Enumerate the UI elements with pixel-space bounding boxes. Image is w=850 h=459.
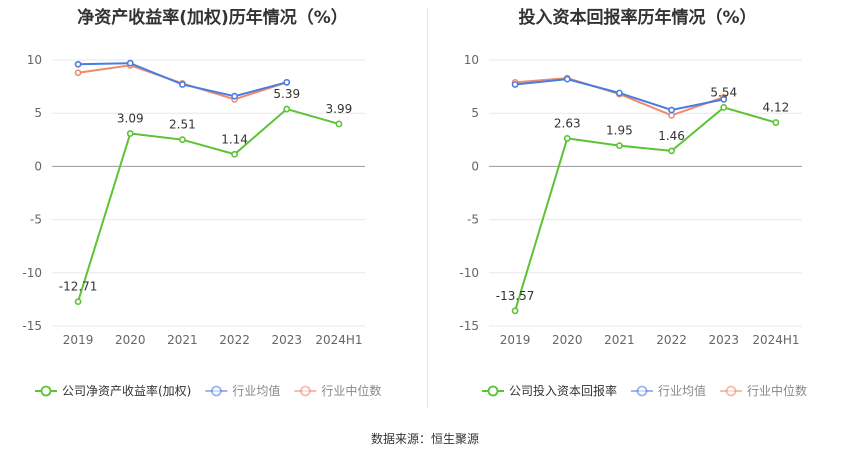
- data-point: [74, 60, 82, 68]
- data-label: 5.39: [273, 87, 300, 101]
- data-label: 1.46: [658, 129, 685, 143]
- roic-chart-panel: 投入资本回报率历年情况（%） 10 5 0 -5 -10 -15 2019 2020 2021 2…: [425, 0, 850, 410]
- x-tick-label: 2022: [656, 333, 687, 347]
- data-point: [511, 307, 519, 315]
- data-point: [563, 135, 571, 142]
- legend-label: 公司净资产收益率(加权): [62, 383, 191, 398]
- data-point: [616, 142, 623, 150]
- data-point: [563, 75, 571, 83]
- legend-item: 行业均值: [205, 383, 280, 398]
- data-point: [283, 78, 291, 86]
- legend-item: 公司净资产收益率(加权): [35, 383, 191, 398]
- data-point: [74, 298, 82, 306]
- data-point: [74, 69, 82, 77]
- x-tick-label: 2024H1: [752, 333, 799, 347]
- legend-item: 公司投入资本回报率: [482, 383, 617, 398]
- data-point: [668, 106, 675, 114]
- data-label: 2.51: [169, 118, 196, 132]
- data-label: -13.57: [496, 289, 535, 303]
- y-tick-label: -5: [467, 213, 479, 227]
- x-tick-label: 2020: [552, 333, 583, 347]
- legend-marker: [40, 385, 52, 397]
- series-line: [514, 106, 777, 312]
- data-point: [231, 92, 238, 100]
- data-point: [720, 95, 728, 103]
- y-tick-label: 10: [27, 53, 42, 67]
- data-source-note: 数据来源：恒生聚源: [370, 432, 479, 446]
- y-tick-label: 0: [471, 159, 479, 173]
- data-label: 3.99: [326, 102, 353, 116]
- x-tick-label: 2021: [167, 333, 198, 347]
- legend-label: 公司投入资本回报率: [509, 383, 617, 398]
- data-point: [231, 150, 238, 158]
- legend-marker: [636, 385, 648, 397]
- roe-chart: 10 5 0 -5 -10 -15 2019 2020 2021 2022 2023 2024H1 -1…: [22, 53, 381, 398]
- x-tick-label: 2022: [219, 333, 250, 347]
- y-tick-label: -5: [30, 213, 42, 227]
- y-tick-label: -15: [459, 319, 479, 333]
- data-point: [126, 59, 134, 67]
- data-point: [668, 147, 675, 155]
- y-tick-label: 0: [34, 159, 42, 173]
- data-point: [772, 119, 780, 126]
- x-tick-label: 2024H1: [315, 333, 362, 347]
- data-point: [720, 104, 728, 111]
- data-point: [283, 105, 291, 113]
- legend-label: 行业中位数: [747, 383, 807, 398]
- panel-divider: [427, 8, 428, 408]
- x-tick-label: 2023: [271, 333, 302, 347]
- legend-item: 行业均值: [631, 383, 706, 398]
- y-tick-label: -10: [22, 266, 42, 280]
- data-label: -12.71: [59, 280, 98, 294]
- roic-chart: 10 5 0 -5 -10 -15 2019 2020 2021 2022 2023 2024H1 -1…: [459, 53, 807, 398]
- legend-item: 行业中位数: [294, 383, 381, 398]
- data-label: 5.54: [710, 85, 737, 99]
- chart-title: 净资产收益率(加权)历年情况（%）: [77, 8, 348, 28]
- data-point: [179, 81, 186, 88]
- series-line: [77, 107, 340, 302]
- y-tick-label: 10: [464, 53, 479, 67]
- y-tick-label: 5: [471, 106, 479, 120]
- roe-chart-panel: 净资产收益率(加权)历年情况（%） 10 5 0 -5 -10 -15 2019 2020 20…: [0, 0, 425, 410]
- legend-label: 行业均值: [658, 383, 706, 398]
- data-label: 2.63: [554, 116, 581, 130]
- data-point: [179, 136, 186, 144]
- legend-marker: [299, 385, 311, 397]
- data-label: 1.95: [606, 124, 633, 138]
- y-tick-label: -10: [459, 266, 479, 280]
- data-label: 3.09: [117, 112, 144, 126]
- chart-title: 投入资本回报率历年情况（%）: [518, 8, 757, 28]
- legend-item: 行业中位数: [720, 383, 807, 398]
- legend-marker: [210, 385, 222, 397]
- data-label: 1.14: [221, 132, 248, 146]
- legend-label: 行业中位数: [321, 383, 381, 398]
- legend-label: 行业均值: [232, 383, 280, 398]
- x-tick-label: 2020: [115, 333, 146, 347]
- data-point: [126, 130, 134, 137]
- x-tick-label: 2023: [708, 333, 739, 347]
- data-point: [335, 120, 343, 128]
- data-point: [511, 81, 519, 88]
- legend-marker: [725, 385, 737, 397]
- x-tick-label: 2021: [604, 333, 635, 347]
- data-point: [668, 111, 675, 119]
- y-tick-label: 5: [34, 106, 42, 120]
- x-tick-label: 2019: [500, 333, 531, 347]
- legend-marker: [487, 385, 499, 397]
- data-point: [616, 89, 623, 97]
- data-label: 4.12: [763, 101, 790, 115]
- x-tick-label: 2019: [63, 333, 94, 347]
- y-tick-label: -15: [22, 319, 42, 333]
